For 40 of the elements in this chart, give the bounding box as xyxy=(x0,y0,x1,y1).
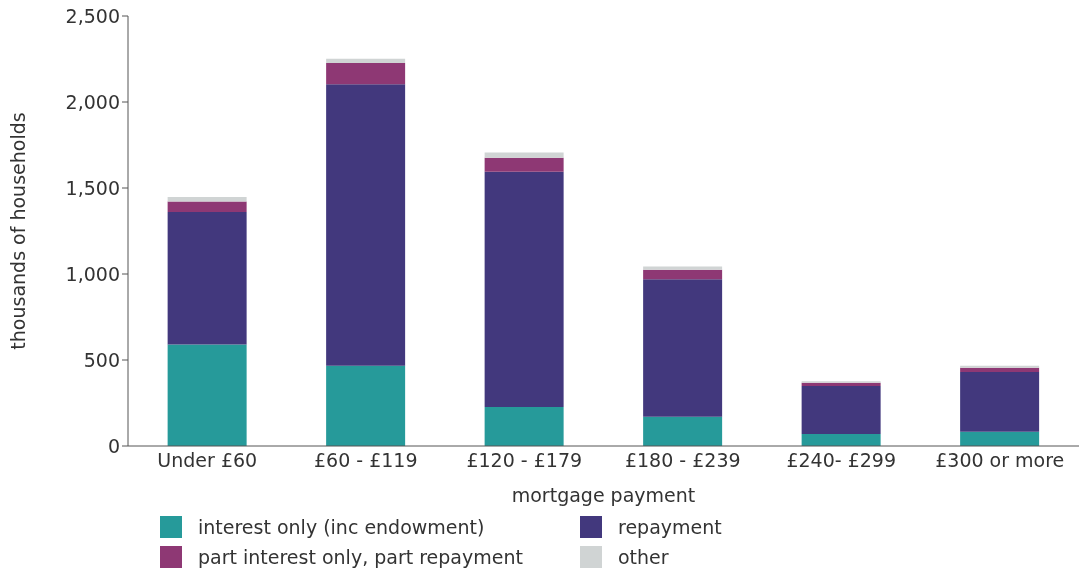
y-tick-label: 2,500 xyxy=(65,4,120,27)
x-tick-label: £180 - £239 xyxy=(624,449,741,472)
x-tick-label: Under £60 xyxy=(157,449,258,472)
x-tick-label: £60 - £119 xyxy=(313,449,418,472)
bar xyxy=(960,365,1040,368)
legend-label: part interest only, part repayment xyxy=(198,546,523,568)
bar xyxy=(326,62,406,85)
bar xyxy=(167,197,247,202)
legend-label: repayment xyxy=(618,516,722,538)
bar xyxy=(167,201,247,213)
legend-label: other xyxy=(618,546,669,568)
bar xyxy=(484,152,564,158)
bar xyxy=(167,344,247,446)
bar xyxy=(801,385,881,434)
bar xyxy=(960,431,1040,446)
y-tick-label: 500 xyxy=(83,348,120,371)
y-tick-label: 0 xyxy=(107,434,120,457)
bar xyxy=(484,157,564,172)
x-tick-label: £120 - £179 xyxy=(466,449,583,472)
bar xyxy=(801,433,881,446)
bar xyxy=(960,372,1040,432)
y-tick-label: 1,500 xyxy=(65,176,120,199)
x-tick-label: £300 or more xyxy=(935,449,1065,472)
bar xyxy=(326,58,406,63)
bar xyxy=(167,212,247,345)
y-tick-label: 2,000 xyxy=(65,90,120,113)
bar xyxy=(643,416,723,446)
bar xyxy=(326,365,406,446)
legend-label: interest only (inc endowment) xyxy=(198,516,485,538)
bar xyxy=(643,266,723,270)
bar xyxy=(484,406,564,446)
x-tick-label: £240- £299 xyxy=(786,449,897,472)
bar xyxy=(484,171,564,407)
bar xyxy=(643,269,723,280)
y-axis-title: thousands of households xyxy=(6,112,29,350)
y-tick-label: 1,000 xyxy=(65,262,120,285)
bar xyxy=(960,367,1040,373)
x-axis-title: mortgage payment xyxy=(511,484,696,506)
bar xyxy=(326,84,406,366)
bar xyxy=(643,279,723,417)
